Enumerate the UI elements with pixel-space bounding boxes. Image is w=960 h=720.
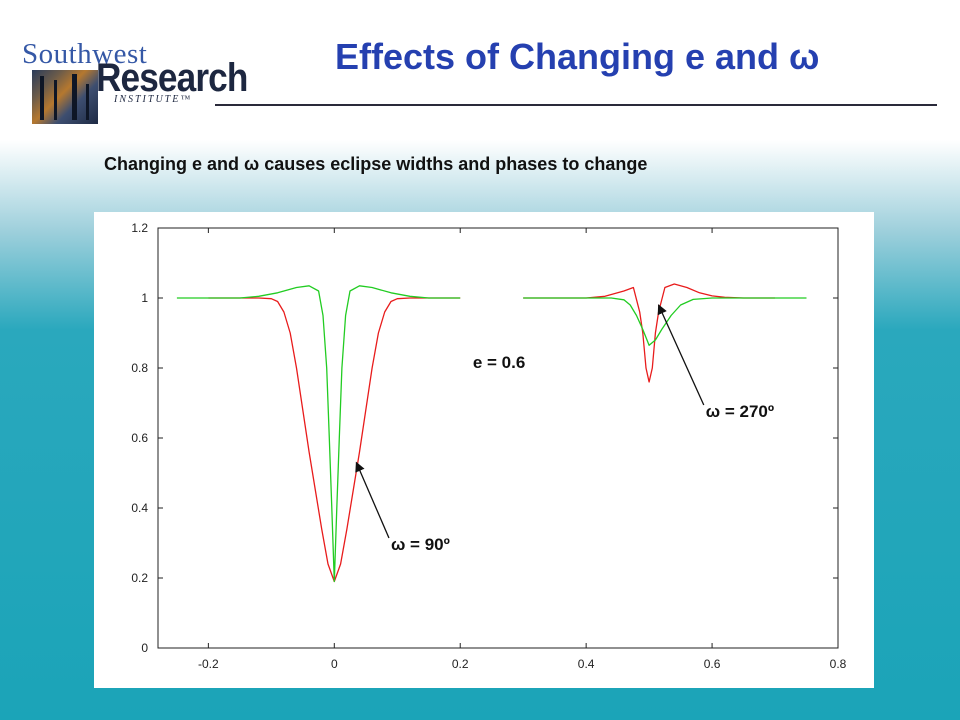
x-tick-label: 0.4 — [578, 657, 595, 671]
y-tick-label: 0.8 — [131, 361, 148, 375]
chart-panel: 0 0.2 0.4 0.6 0.8 1 1.2 -0.2 0 0.2 0.4 0.6 0.8 e = 0.… — [94, 212, 874, 688]
logo-southwest-text: Southwest — [22, 38, 148, 70]
y-tick-label: 1 — [141, 291, 148, 305]
x-tick-label: 0.6 — [704, 657, 721, 671]
southwest-research-logo: Southwest Research INSTITUTE™ — [22, 38, 272, 124]
eclipse-light-curve-chart: 0 0.2 0.4 0.6 0.8 1 1.2 -0.2 0 0.2 0.4 0.6 0.8 e = 0.… — [131, 221, 847, 671]
plot-frame — [157, 227, 839, 649]
annotation-label: ω = 90º — [391, 535, 450, 554]
logo-photo-image — [32, 70, 98, 124]
slide-subtitle: Changing e and ω causes eclipse widths a… — [104, 154, 648, 174]
title-divider — [215, 104, 937, 106]
y-tick-label: 0.2 — [131, 571, 148, 585]
slide-title: Effects of Changing e and ω — [335, 36, 820, 77]
series-green-line-2 — [523, 297, 807, 346]
x-tick-label: 0.2 — [452, 657, 469, 671]
series-green-line-1 — [176, 285, 461, 583]
y-tick-label: 0.6 — [131, 431, 148, 445]
y-tick-label: 0 — [141, 641, 148, 655]
x-tick-label: 0 — [331, 657, 338, 671]
series-red-line-2 — [523, 283, 775, 383]
logo-institute-text: INSTITUTE™ — [114, 94, 193, 105]
annotation-label: ω = 270º — [706, 402, 774, 421]
annotation-arrow — [355, 461, 390, 539]
annotation-label: e = 0.6 — [473, 353, 525, 372]
y-tick-label: 0.4 — [131, 501, 148, 515]
annotation-arrow — [657, 304, 705, 406]
y-tick-label: 1.2 — [131, 221, 148, 235]
x-tick-label: 0.8 — [830, 657, 847, 671]
logo-research-text: Research — [96, 56, 248, 100]
x-tick-label: -0.2 — [198, 657, 219, 671]
